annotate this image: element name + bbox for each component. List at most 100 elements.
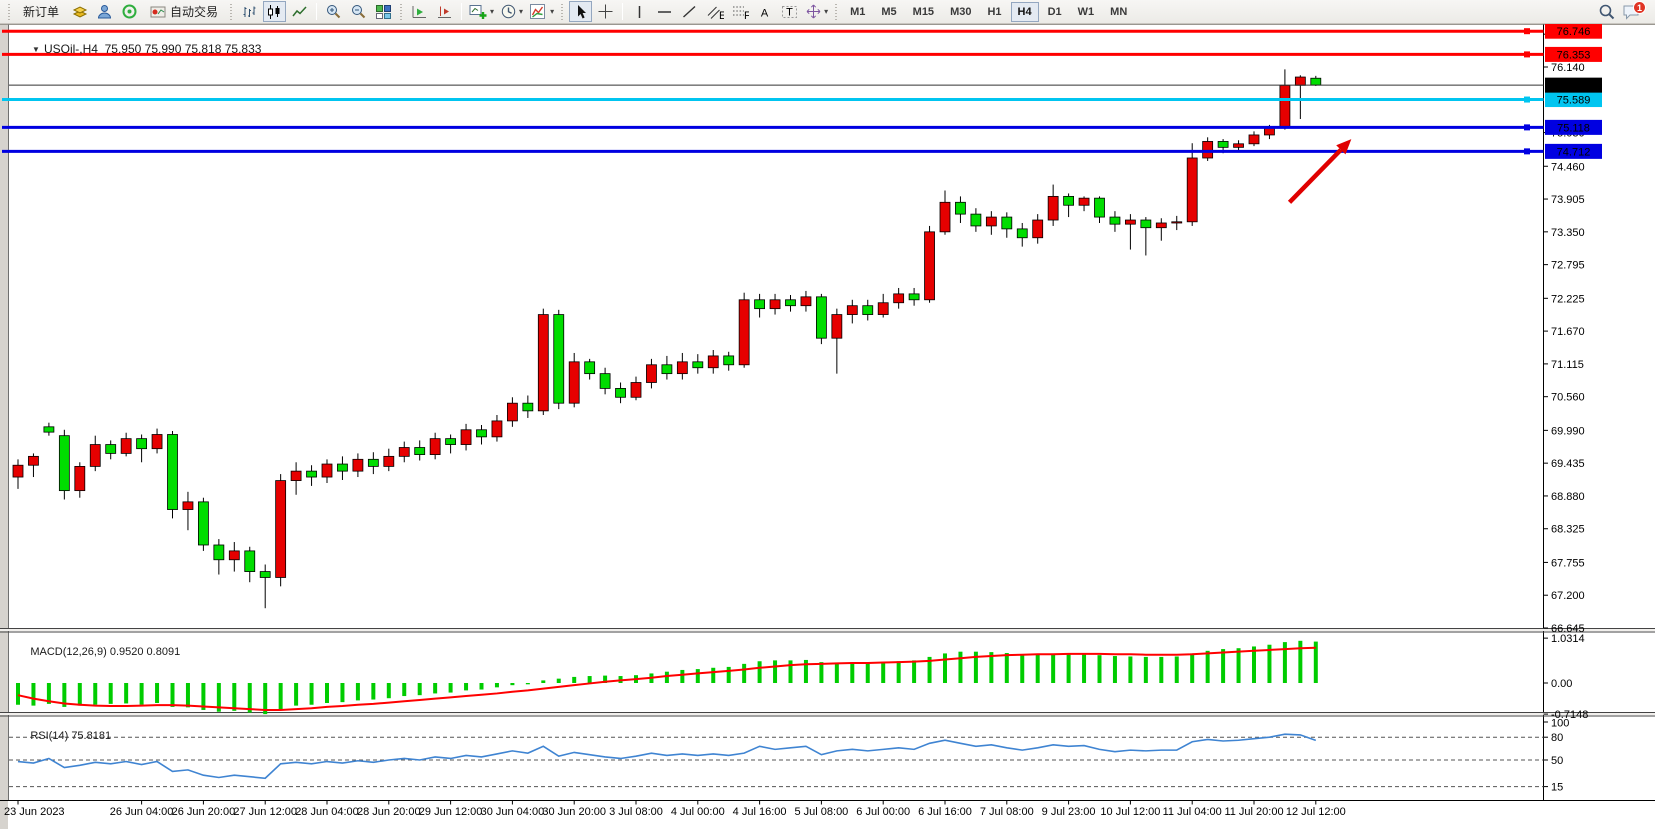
candle-body xyxy=(1047,195,1059,221)
chart-shift-button[interactable] xyxy=(433,1,456,22)
panel-splitter[interactable] xyxy=(0,628,1655,632)
price-tick-label: 71.670 xyxy=(1551,326,1585,338)
candle-body xyxy=(74,466,86,492)
timeframe-button-m1[interactable]: M1 xyxy=(843,2,872,22)
timeframe-button-m15[interactable]: M15 xyxy=(906,2,941,22)
candle-body xyxy=(476,429,487,438)
line-chart-button[interactable] xyxy=(288,1,311,22)
symbol-dropdown-icon[interactable]: ▼ xyxy=(32,45,40,54)
text-label-button[interactable]: T xyxy=(778,1,801,22)
toolbar-grip[interactable] xyxy=(834,3,840,20)
candle-body xyxy=(846,305,858,315)
toolbar-grip[interactable] xyxy=(560,3,566,20)
accounts-button[interactable] xyxy=(93,1,116,22)
new-chart-button[interactable]: ▾ xyxy=(467,1,496,22)
timeframe-button-m30[interactable]: M30 xyxy=(943,2,978,22)
horizontal-line-object[interactable] xyxy=(2,124,1544,131)
fibonacci-button[interactable]: F xyxy=(728,1,751,22)
timeframe-button-m5[interactable]: M5 xyxy=(874,2,903,22)
arrows-icon xyxy=(805,3,822,20)
new-order-button[interactable]: 新订单 xyxy=(16,1,66,22)
equidistant-channel-button[interactable]: E xyxy=(703,1,726,22)
candle-body xyxy=(1016,228,1028,239)
line-handle[interactable] xyxy=(1524,124,1530,131)
label-icon: T xyxy=(781,4,799,20)
annotation-arrow[interactable] xyxy=(1287,139,1352,204)
macd-axis[interactable]: 1.0314 0.00 -0.7148 xyxy=(1543,633,1589,721)
time-tick-label: 11 Jul 20:00 xyxy=(1224,806,1283,818)
rsi-axis[interactable]: 100 80 50 15 xyxy=(1543,718,1570,794)
candle-body xyxy=(306,470,317,478)
candle-body xyxy=(939,201,951,233)
price-tag-box xyxy=(1545,119,1602,135)
price-tag-label: 76.746 xyxy=(1557,26,1591,38)
price-tick-label: 67.755 xyxy=(1551,557,1585,569)
line-handle[interactable] xyxy=(1524,28,1530,35)
horizontal-line-object[interactable] xyxy=(2,96,1544,103)
macd-signal-line xyxy=(17,646,1316,711)
tile-windows-button[interactable] xyxy=(372,1,395,22)
line-handle[interactable] xyxy=(1524,51,1530,58)
search-button[interactable] xyxy=(1595,1,1618,22)
macd-label: MACD(12,26,9) 0.9520 0.8091 xyxy=(12,634,180,670)
time-tick-label: 30 Jun 04:00 xyxy=(481,806,545,818)
signals-button[interactable] xyxy=(118,1,141,22)
timeframe-button-mn[interactable]: MN xyxy=(1103,2,1134,22)
toolbar-grip[interactable] xyxy=(7,3,12,20)
candle-body xyxy=(182,501,194,510)
candle-body xyxy=(1125,219,1136,225)
notification-badge: 1 xyxy=(1633,1,1646,14)
price-tag-box xyxy=(1545,77,1602,93)
horizontal-line-object[interactable] xyxy=(2,148,1544,155)
timeframe-button-h1[interactable]: H1 xyxy=(980,2,1008,22)
autotrading-button[interactable]: 自动交易 xyxy=(143,1,225,22)
notifications-button[interactable]: 1 xyxy=(1620,1,1646,22)
toolbar-grip[interactable] xyxy=(399,3,405,20)
chart-title: ▼ USOil-,H4 75.950 75.990 75.818 75.833 xyxy=(12,28,261,70)
rsi-tick-label: 80 xyxy=(1551,732,1563,744)
bar-chart-button[interactable] xyxy=(238,1,261,22)
trendline-button[interactable] xyxy=(678,1,701,22)
timeframe-button-w1[interactable]: W1 xyxy=(1071,2,1102,22)
price-tag-label: 75.589 xyxy=(1557,95,1591,107)
candle-body xyxy=(769,299,781,310)
zoom-in-button[interactable] xyxy=(322,1,345,22)
time-tick-label: 9 Jul 23:00 xyxy=(1042,806,1096,818)
toolbar: 新订单 自动交易 xyxy=(0,0,1655,24)
cursor-arrow-icon xyxy=(573,4,589,20)
candlestick-chart-button[interactable] xyxy=(263,1,287,22)
market-watch-button[interactable] xyxy=(68,1,91,22)
time-tick-label: 29 Jun 12:00 xyxy=(419,806,483,818)
candle-body xyxy=(1032,219,1044,239)
text-tool-button[interactable]: A xyxy=(753,1,776,22)
line-handle[interactable] xyxy=(1524,96,1530,103)
timeframe-button-h4[interactable]: H4 xyxy=(1010,1,1039,22)
time-tick-label: 28 Jun 04:00 xyxy=(295,806,359,818)
horizontal-line-object[interactable] xyxy=(2,28,1544,35)
price-tag-box xyxy=(1545,143,1602,159)
candle-body xyxy=(893,293,905,304)
horizontal-line-button[interactable] xyxy=(653,1,676,22)
line-handle[interactable] xyxy=(1524,148,1530,155)
price-tick-label: 68.880 xyxy=(1551,491,1585,503)
indicators-button[interactable]: ▾ xyxy=(527,1,556,22)
user-icon xyxy=(96,3,113,20)
time-tick-label: 4 Jul 16:00 xyxy=(733,806,787,818)
toolbar-grip[interactable] xyxy=(229,3,235,20)
arrows-tool-button[interactable]: ▾ xyxy=(803,1,830,22)
profiles-button[interactable]: ▾ xyxy=(498,1,525,22)
cursor-button[interactable] xyxy=(569,1,593,22)
horizontal-line-object[interactable] xyxy=(2,51,1544,58)
timeframe-button-d1[interactable]: D1 xyxy=(1041,2,1069,22)
crosshair-button[interactable] xyxy=(594,1,617,22)
zoom-out-button[interactable] xyxy=(347,1,370,22)
panel-splitter[interactable] xyxy=(0,712,1655,716)
autotrading-icon xyxy=(150,4,167,20)
vertical-line-button[interactable] xyxy=(628,1,651,22)
candle-body xyxy=(290,470,302,481)
auto-scroll-button[interactable] xyxy=(408,1,431,22)
